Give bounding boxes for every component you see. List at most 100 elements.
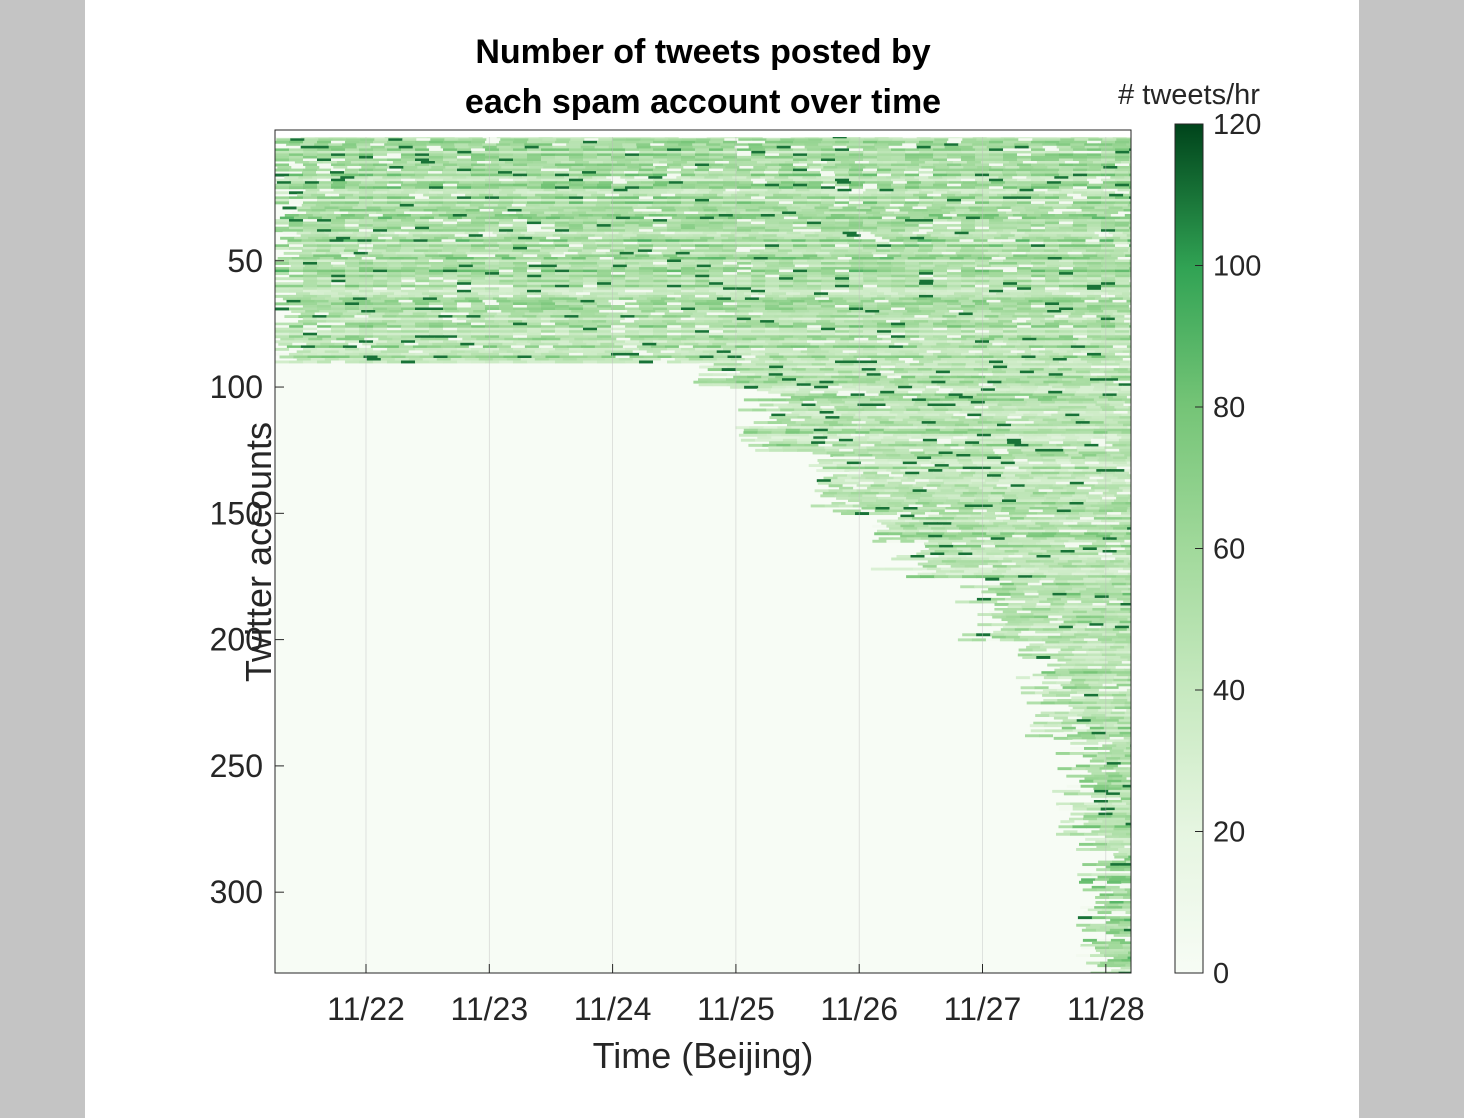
heatmap-cell (942, 214, 958, 217)
heatmap-cell (316, 224, 332, 228)
heatmap-cell (1084, 145, 1100, 149)
heatmap-cell (583, 178, 598, 182)
heatmap-cell (793, 219, 808, 223)
heatmap-cell (499, 330, 514, 334)
heatmap-cell (403, 257, 419, 260)
heatmap-cell (317, 332, 332, 336)
heatmap-cell (958, 137, 974, 139)
heatmap-cell (401, 186, 416, 190)
heatmap-cell (681, 327, 696, 331)
heatmap-cell (1120, 236, 1131, 240)
heatmap-cell (597, 335, 612, 339)
heatmap-cell (317, 267, 332, 271)
heatmap-cell (555, 287, 570, 291)
heatmap-cell (401, 163, 416, 167)
heatmap-cell (707, 241, 722, 245)
heatmap-cell (504, 161, 520, 164)
heatmap-cell (877, 330, 892, 334)
heatmap-cell (1115, 267, 1130, 271)
heatmap-cell (469, 203, 485, 207)
heatmap-cell (653, 219, 668, 223)
heatmap-cell (807, 168, 822, 172)
heatmap-cell (527, 198, 542, 202)
heatmap-cell (844, 315, 859, 319)
heatmap-cell (807, 173, 822, 177)
heatmap-cell (331, 140, 346, 144)
heatmap-cell (275, 155, 290, 159)
heatmap-cell (1059, 186, 1074, 190)
heatmap-cell (429, 246, 444, 250)
heatmap-cell (314, 143, 329, 147)
heatmap-cell (643, 216, 659, 220)
heatmap-cell (779, 221, 794, 225)
heatmap-cell (436, 292, 451, 296)
heatmap-cell (765, 272, 780, 276)
heatmap-cell (807, 244, 822, 248)
heatmap-cell (1054, 315, 1069, 319)
heatmap-cell (884, 292, 899, 296)
heatmap-cell (1019, 188, 1034, 192)
heatmap-cell (821, 322, 836, 326)
heatmap-cell (1031, 294, 1046, 298)
heatmap-cell (653, 332, 668, 336)
heatmap-cell (443, 246, 458, 250)
heatmap-cell (830, 214, 846, 217)
heatmap-cell (317, 279, 332, 283)
heatmap-cell (681, 259, 696, 263)
heatmap-cell (385, 241, 400, 245)
heatmap-cell (989, 294, 1004, 298)
heatmap-cell (1017, 148, 1032, 152)
heatmap-cell (635, 254, 650, 258)
heatmap-cell (878, 138, 893, 142)
heatmap-cell (511, 249, 527, 253)
heatmap-cell (401, 279, 416, 283)
heatmap-cell (1014, 137, 1030, 139)
heatmap-cell (821, 327, 836, 331)
heatmap-cell (1045, 150, 1060, 154)
heatmap-cell (1129, 287, 1131, 291)
heatmap-cell (1045, 201, 1060, 205)
heatmap-cell (863, 153, 878, 157)
heatmap-cell (459, 257, 475, 260)
heatmap-cell (625, 287, 640, 291)
heatmap-cell (719, 254, 734, 258)
heatmap-cell (527, 302, 542, 306)
heatmap-cell (709, 262, 724, 265)
heatmap-cell (465, 251, 481, 255)
heatmap-cell (317, 178, 332, 182)
heatmap-cell (723, 269, 738, 273)
heatmap-cell (360, 138, 375, 142)
heatmap-cell (689, 193, 704, 197)
heatmap-cell (838, 211, 853, 215)
heatmap-cell (696, 264, 712, 268)
heatmap-cell (583, 262, 598, 265)
heatmap-cell (877, 173, 892, 177)
heatmap-cell (737, 221, 752, 225)
heatmap-cell (303, 183, 318, 187)
heatmap-cell (904, 171, 919, 175)
heatmap-cell (961, 325, 976, 329)
heatmap-cell (275, 277, 290, 281)
heatmap-cell (416, 264, 432, 268)
heatmap-cell (608, 234, 624, 238)
heatmap-cell (297, 193, 312, 197)
heatmap-cell (681, 277, 696, 281)
heatmap-cell (919, 191, 934, 195)
heatmap-cell (471, 267, 486, 271)
heatmap-cell (695, 259, 710, 263)
heatmap-cell (542, 264, 558, 268)
heatmap-cell (734, 299, 749, 303)
heatmap-cell (762, 299, 777, 303)
heatmap-cell (555, 302, 570, 306)
heatmap-cell (765, 148, 780, 152)
heatmap-cell (538, 145, 554, 149)
heatmap-cell (611, 178, 626, 182)
heatmap-cell (983, 193, 998, 197)
heatmap-cell (406, 337, 421, 341)
heatmap-cell (370, 145, 386, 149)
heatmap-cell (835, 173, 850, 177)
heatmap-cell (555, 294, 570, 298)
heatmap-cell (849, 155, 864, 159)
heatmap-cell (1033, 257, 1049, 260)
heatmap-cell (877, 229, 892, 233)
